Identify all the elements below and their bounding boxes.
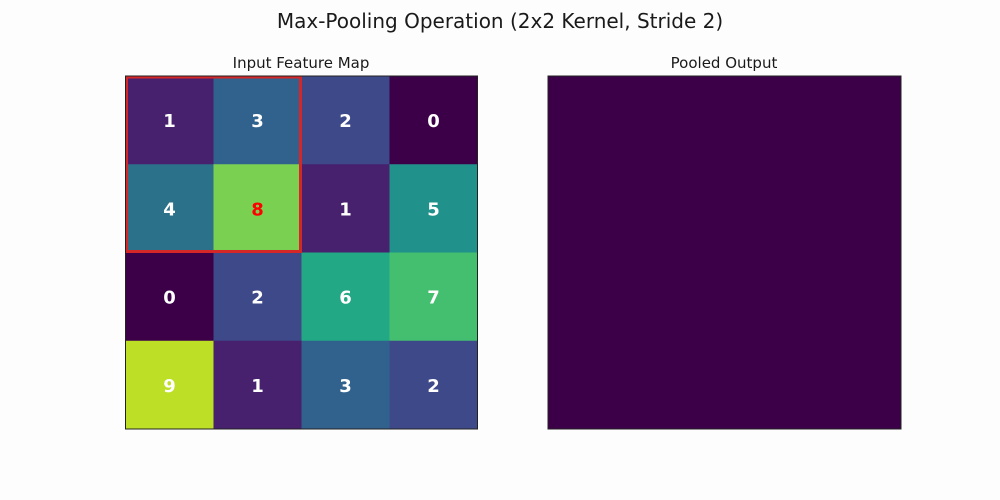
cell-value-label: 6 bbox=[339, 288, 352, 309]
cell-value-label: 2 bbox=[339, 111, 352, 132]
input-map-title: Input Feature Map bbox=[233, 54, 370, 72]
input-map-frame bbox=[125, 75, 478, 430]
heatmap-cell bbox=[213, 76, 302, 165]
cell-value-label: 3 bbox=[339, 376, 352, 397]
max-value-label: 8 bbox=[251, 199, 264, 220]
heatmap-cell bbox=[213, 252, 302, 342]
cell-value-label: 2 bbox=[427, 376, 440, 397]
heatmap-cell bbox=[125, 252, 214, 342]
heatmap-cell bbox=[301, 164, 390, 253]
cell-value-label: 0 bbox=[427, 111, 440, 132]
cell-value-label: 9 bbox=[163, 376, 176, 397]
cell-value-label: 4 bbox=[163, 199, 176, 220]
heatmap-cell bbox=[389, 164, 478, 253]
heatmap-cell bbox=[301, 340, 390, 430]
pooled-output-title: Pooled Output bbox=[671, 54, 778, 72]
cell-value-label: 3 bbox=[251, 111, 264, 132]
heatmap-cell bbox=[301, 76, 390, 165]
figure-title: Max-Pooling Operation (2x2 Kernel, Strid… bbox=[277, 9, 723, 33]
cell-value-label: 1 bbox=[339, 199, 352, 220]
heatmap-cell bbox=[389, 252, 478, 342]
kernel-window-highlight bbox=[125, 75, 302, 253]
heatmap-cell bbox=[125, 76, 214, 165]
pooled-output-map bbox=[547, 75, 902, 430]
cell-value-label: 5 bbox=[427, 199, 440, 220]
heatmap-cell bbox=[125, 340, 214, 430]
cell-value-label: 1 bbox=[251, 376, 264, 397]
heatmap-cell bbox=[389, 340, 478, 430]
cell-value-label: 0 bbox=[163, 288, 176, 309]
heatmap-cell bbox=[213, 164, 302, 253]
heatmap-cell bbox=[213, 340, 302, 430]
cell-value-label: 1 bbox=[163, 111, 176, 132]
heatmap-cell bbox=[301, 252, 390, 342]
heatmap-cell bbox=[389, 76, 478, 165]
cell-value-label: 2 bbox=[251, 288, 264, 309]
cell-value-label: 7 bbox=[427, 288, 440, 309]
heatmap-cell bbox=[125, 164, 214, 253]
input-feature-map: 1 3 2 0 4 8 1 5 0 2 6 7 9 1 3 2 bbox=[125, 75, 478, 430]
